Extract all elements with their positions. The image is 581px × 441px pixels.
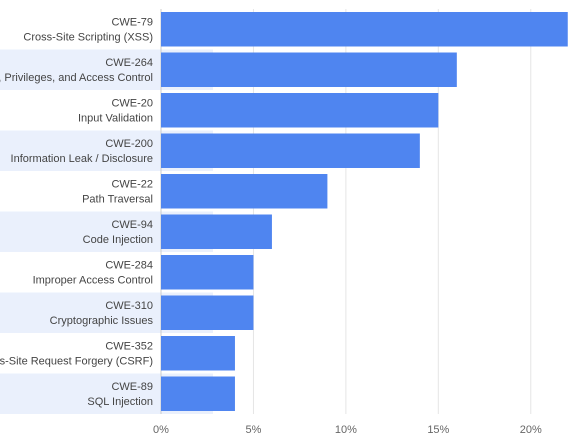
category-labels: CWE-79 Cross-Site Scripting (XSS) CWE-264 P… bbox=[0, 16, 153, 408]
category-id-label: CWE-79 bbox=[111, 16, 153, 28]
category-id-label: CWE-264 bbox=[105, 57, 153, 69]
bar[interactable] bbox=[161, 336, 235, 371]
category-id-label: CWE-89 bbox=[111, 381, 153, 393]
category-id-label: CWE-352 bbox=[105, 340, 153, 352]
bar[interactable] bbox=[161, 174, 328, 209]
category-name-label: Improper Access Control bbox=[33, 274, 153, 286]
bar[interactable] bbox=[161, 93, 439, 128]
category-name-label: Cross-Site Scripting (XSS) bbox=[23, 31, 153, 43]
bar[interactable] bbox=[161, 295, 254, 331]
category-id-label: CWE-22 bbox=[111, 178, 153, 190]
x-tick-label: 10% bbox=[335, 424, 357, 436]
category-name-label: Permissions, Privileges, and Access Cont… bbox=[0, 72, 153, 84]
x-tick-label: 0% bbox=[153, 424, 169, 436]
category-name-label: Path Traversal bbox=[82, 193, 153, 205]
x-axis-ticks: 0% 5% 10% 15% 20% bbox=[153, 424, 542, 436]
x-tick-label: 15% bbox=[427, 424, 449, 436]
category-name-label: SQL Injection bbox=[87, 396, 153, 408]
category-name-label: Code Injection bbox=[83, 234, 153, 246]
category-name-label: Information Leak / Disclosure bbox=[11, 153, 153, 165]
category-id-label: CWE-20 bbox=[111, 97, 153, 109]
x-tick-label: 5% bbox=[245, 424, 261, 436]
bars bbox=[161, 12, 568, 411]
category-id-label: CWE-200 bbox=[105, 138, 153, 150]
bar[interactable] bbox=[161, 133, 420, 169]
category-id-label: CWE-284 bbox=[105, 259, 153, 271]
category-id-label: CWE-94 bbox=[111, 219, 153, 231]
bar[interactable] bbox=[161, 255, 254, 290]
category-name-label: Input Validation bbox=[78, 112, 153, 124]
bar[interactable] bbox=[161, 12, 568, 47]
bar[interactable] bbox=[161, 376, 235, 412]
category-name-label: Cross-Site Request Forgery (CSRF) bbox=[0, 355, 153, 367]
x-tick-label: 20% bbox=[520, 424, 542, 436]
bar[interactable] bbox=[161, 214, 272, 250]
bar[interactable] bbox=[161, 52, 457, 88]
category-name-label: Cryptographic Issues bbox=[50, 315, 154, 327]
category-id-label: CWE-310 bbox=[105, 300, 153, 312]
